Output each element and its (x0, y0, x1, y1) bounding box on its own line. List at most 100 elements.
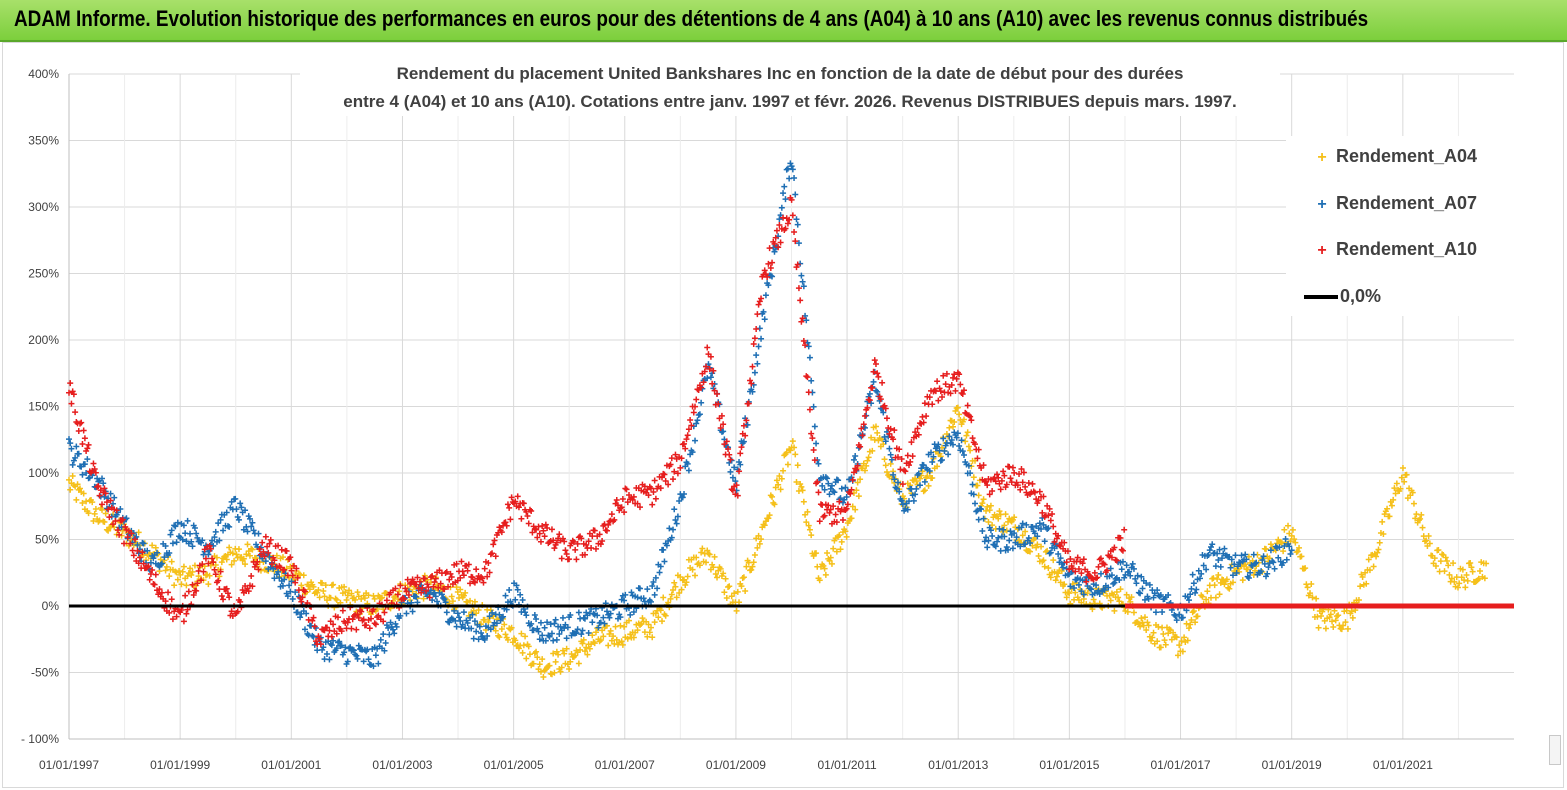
point-a04 (882, 462, 889, 469)
point-a07 (1150, 594, 1157, 601)
point-a10 (1069, 565, 1076, 572)
point-a04 (827, 554, 834, 561)
point-a07 (1130, 565, 1137, 572)
point-a04 (1376, 539, 1383, 546)
point-a04 (1342, 619, 1349, 626)
point-a04 (743, 563, 750, 570)
point-a07 (634, 594, 641, 601)
point-a07 (967, 470, 974, 477)
point-a07 (235, 516, 242, 523)
legend-label-a07: Rendement_A07 (1336, 193, 1478, 213)
point-a07 (980, 515, 987, 522)
point-a04 (1393, 480, 1400, 487)
point-a07 (654, 585, 661, 592)
point-a07 (73, 443, 80, 450)
point-a04 (821, 565, 828, 572)
point-a04 (1292, 539, 1299, 546)
point-a10 (518, 515, 525, 522)
point-a10 (715, 400, 722, 407)
point-a07 (1022, 541, 1029, 548)
point-a10 (182, 592, 189, 599)
point-a10 (940, 372, 947, 379)
point-a07 (456, 614, 463, 621)
point-a10 (614, 502, 621, 509)
point-a04 (559, 647, 566, 654)
point-a10 (777, 239, 784, 246)
point-a04 (183, 582, 190, 589)
point-a04 (590, 639, 597, 646)
point-a07 (1217, 563, 1224, 570)
point-a10 (200, 568, 207, 575)
point-a10 (1055, 532, 1062, 539)
point-a10 (338, 628, 345, 635)
point-a04 (1230, 579, 1236, 586)
point-a07 (386, 631, 393, 638)
legend-marker-a10: + (1317, 242, 1327, 259)
point-a07 (507, 598, 514, 605)
point-a07 (199, 537, 206, 544)
point-a04 (1391, 485, 1398, 492)
point-a04 (1001, 522, 1008, 529)
point-a07 (226, 523, 233, 530)
point-a07 (1127, 572, 1134, 579)
point-a10 (548, 526, 555, 533)
point-a07 (123, 515, 130, 522)
point-a07 (727, 468, 734, 475)
legend-marker-zero (1304, 295, 1338, 300)
point-a04 (178, 581, 185, 588)
point-a04 (343, 597, 350, 604)
point-a07 (728, 457, 735, 464)
point-a04 (1170, 629, 1177, 636)
point-a07 (481, 636, 488, 643)
point-a04 (852, 506, 859, 513)
point-a04 (671, 579, 678, 586)
point-a04 (550, 650, 557, 657)
point-a07 (843, 494, 850, 501)
point-a04 (597, 636, 604, 643)
point-a10 (194, 580, 201, 587)
point-a04 (1157, 644, 1164, 651)
point-a04 (798, 483, 805, 490)
point-a04 (152, 544, 159, 551)
point-a07 (542, 637, 549, 644)
point-a10 (729, 487, 736, 494)
point-a10 (591, 527, 598, 534)
point-a10 (402, 585, 409, 592)
point-a07 (223, 509, 230, 516)
point-a10 (136, 554, 143, 561)
point-a04 (1456, 580, 1463, 587)
point-a04 (342, 589, 349, 596)
point-a07 (370, 663, 377, 670)
x-tick-label: 01/01/2019 (1262, 758, 1322, 772)
point-a04 (1314, 613, 1321, 620)
point-a04 (391, 594, 398, 601)
point-a04 (1053, 573, 1060, 580)
point-a04 (1116, 598, 1123, 605)
point-a10 (112, 518, 119, 525)
point-a10 (1121, 526, 1128, 533)
point-a04 (552, 658, 559, 665)
point-a10 (765, 260, 772, 267)
point-a10 (995, 474, 1002, 481)
point-a04 (105, 527, 112, 534)
point-a04 (714, 574, 721, 581)
point-a04 (1072, 589, 1079, 596)
point-a10 (262, 533, 269, 540)
point-a10 (486, 569, 493, 576)
point-a10 (798, 318, 805, 325)
point-a07 (744, 421, 751, 428)
point-a07 (475, 636, 482, 643)
point-a04 (1144, 619, 1151, 626)
point-a04 (1051, 568, 1058, 575)
resize-handle[interactable] (1549, 735, 1561, 765)
legend-label-a04: Rendement_A04 (1336, 146, 1478, 166)
point-a07 (294, 609, 301, 616)
point-a07 (281, 576, 288, 583)
point-a07 (737, 461, 744, 468)
point-a10 (423, 587, 430, 594)
point-a04 (1225, 584, 1232, 591)
point-a07 (1151, 590, 1158, 597)
point-a10 (418, 589, 425, 596)
point-a10 (1047, 517, 1054, 524)
point-a10 (514, 493, 521, 500)
